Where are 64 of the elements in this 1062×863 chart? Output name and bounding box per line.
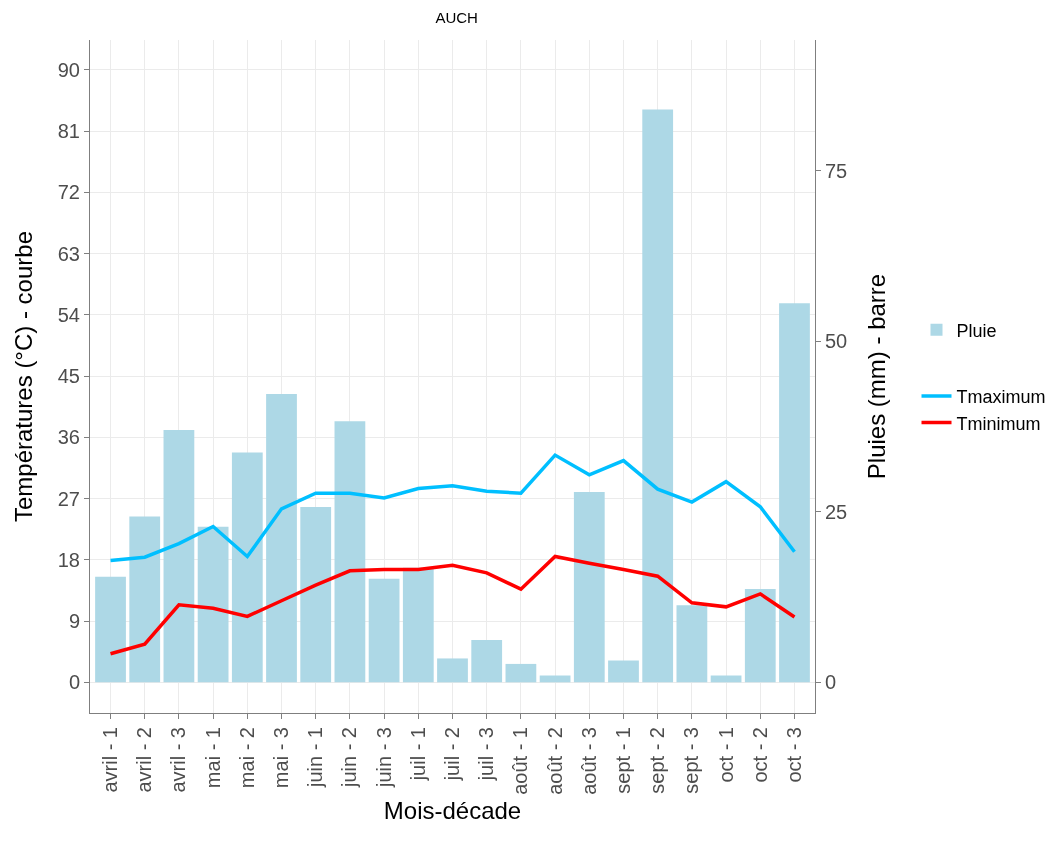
bar — [368, 578, 400, 683]
bar — [471, 640, 503, 683]
bar — [505, 663, 537, 683]
chart-title: AUCH — [435, 9, 478, 27]
bar — [744, 588, 776, 683]
bar — [197, 526, 229, 683]
x-tick-label: juin - 3 — [372, 727, 395, 789]
x-tick-label: août - 3 — [577, 727, 600, 795]
x-axis-title: Mois-décade — [383, 796, 522, 824]
x-tick-label: avril - 1 — [99, 727, 122, 793]
x-tick-label: août - 2 — [543, 727, 566, 795]
bar — [608, 660, 639, 683]
x-tick-label: juin - 2 — [338, 727, 361, 789]
y-tick-label: 18 — [57, 548, 80, 571]
x-tick-label: sept - 3 — [680, 727, 703, 794]
y2-tick-label: 0 — [825, 671, 837, 694]
legend-label: Tmaximum — [956, 387, 1046, 408]
x-tick-label: août - 1 — [509, 727, 532, 795]
y-tick-label: 90 — [57, 58, 80, 81]
x-tick-label: avril - 3 — [167, 727, 190, 793]
y2-tick-label: 75 — [825, 159, 848, 182]
x-tick-label: oct - 1 — [714, 727, 737, 783]
legend-label: Tminimum — [956, 413, 1041, 434]
y-tick-label: 63 — [57, 242, 80, 265]
bar — [779, 303, 810, 683]
bar — [231, 452, 263, 683]
y2-tick-label: 50 — [825, 330, 848, 353]
line-series — [108, 453, 797, 563]
y-tick-label: 72 — [57, 181, 80, 204]
x-tick-label: juil - 1 — [406, 727, 429, 782]
bar — [300, 507, 332, 683]
bar — [95, 576, 126, 683]
y-tick-label: 45 — [57, 365, 80, 388]
y-tick-label: 36 — [57, 426, 80, 449]
bar — [334, 421, 366, 683]
bar — [129, 516, 161, 683]
bar — [402, 567, 434, 683]
bar — [676, 605, 708, 683]
y2-tick-label: 25 — [825, 500, 848, 523]
bar — [266, 393, 297, 683]
line-series — [108, 554, 797, 656]
x-tick-label: sept - 1 — [611, 727, 634, 794]
y2-axis-title: Pluies (mm) - barre — [863, 273, 890, 480]
bar — [437, 658, 468, 683]
x-tick-label: mai - 3 — [270, 727, 293, 789]
bar — [163, 430, 195, 683]
y-tick-label: 0 — [68, 671, 80, 694]
bar — [642, 109, 674, 683]
y-tick-label: 54 — [57, 303, 80, 326]
x-tick-label: oct - 2 — [748, 727, 771, 783]
x-tick-label: mai - 2 — [235, 727, 258, 789]
x-tick-label: mai - 1 — [201, 727, 224, 789]
x-tick-label: juin - 1 — [304, 727, 327, 789]
bar — [573, 492, 605, 683]
x-tick-label: juil - 3 — [475, 727, 498, 782]
legend-label: Pluie — [956, 320, 997, 341]
x-tick-label: oct - 3 — [782, 727, 805, 783]
x-tick-label: juil - 2 — [441, 727, 463, 782]
y-tick-label: 27 — [57, 487, 80, 510]
y-axis-title: Températures (°C) - courbe — [10, 230, 37, 523]
y-tick-label: 81 — [57, 120, 80, 143]
y-tick-label: 9 — [68, 610, 80, 633]
x-tick-label: sept - 2 — [646, 727, 669, 794]
x-tick-label: avril - 2 — [133, 727, 156, 793]
